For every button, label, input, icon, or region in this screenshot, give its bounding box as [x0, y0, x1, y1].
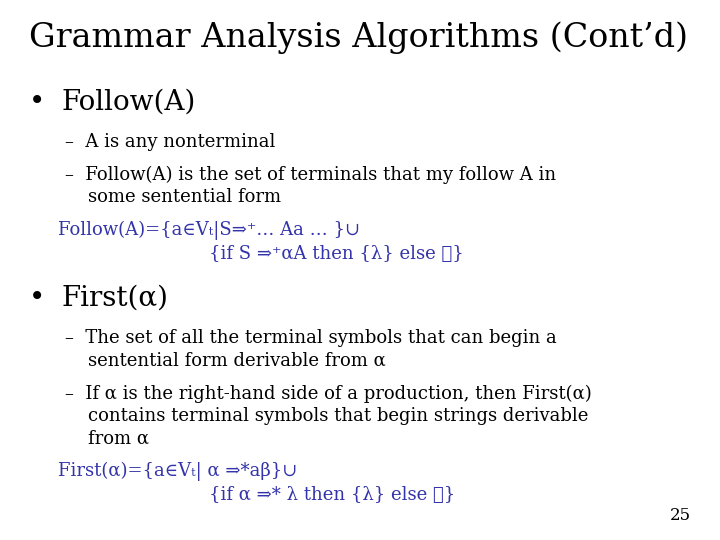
Text: First(α): First(α)	[61, 285, 168, 312]
Text: 25: 25	[670, 507, 691, 524]
Text: –  The set of all the terminal symbols that can begin a: – The set of all the terminal symbols th…	[65, 329, 557, 347]
Text: –  Follow(A) is the set of terminals that my follow A in: – Follow(A) is the set of terminals that…	[65, 166, 556, 184]
Text: some sentential form: some sentential form	[65, 188, 281, 206]
Text: –  If α is the right-hand side of a production, then First(α): – If α is the right-hand side of a produ…	[65, 384, 592, 403]
Text: –  A is any nonterminal: – A is any nonterminal	[65, 133, 275, 151]
Text: Grammar Analysis Algorithms (Cont’d): Grammar Analysis Algorithms (Cont’d)	[29, 22, 688, 54]
Text: from α: from α	[65, 430, 149, 448]
Text: First(α)={a∈Vₜ| α ⇒*aβ}∪: First(α)={a∈Vₜ| α ⇒*aβ}∪	[58, 462, 297, 482]
Text: •: •	[29, 89, 45, 116]
Text: sentential form derivable from α: sentential form derivable from α	[65, 352, 385, 370]
Text: •: •	[29, 285, 45, 312]
Text: contains terminal symbols that begin strings derivable: contains terminal symbols that begin str…	[65, 407, 588, 425]
Text: {if S ⇒⁺αA then {λ} else ∅}: {if S ⇒⁺αA then {λ} else ∅}	[209, 245, 464, 262]
Text: {if α ⇒* λ then {λ} else ∅}: {if α ⇒* λ then {λ} else ∅}	[209, 486, 455, 504]
Text: Follow(A)={a∈Vₜ|S⇒⁺… Aa … }∪: Follow(A)={a∈Vₜ|S⇒⁺… Aa … }∪	[58, 221, 360, 240]
Text: Follow(A): Follow(A)	[61, 89, 196, 116]
